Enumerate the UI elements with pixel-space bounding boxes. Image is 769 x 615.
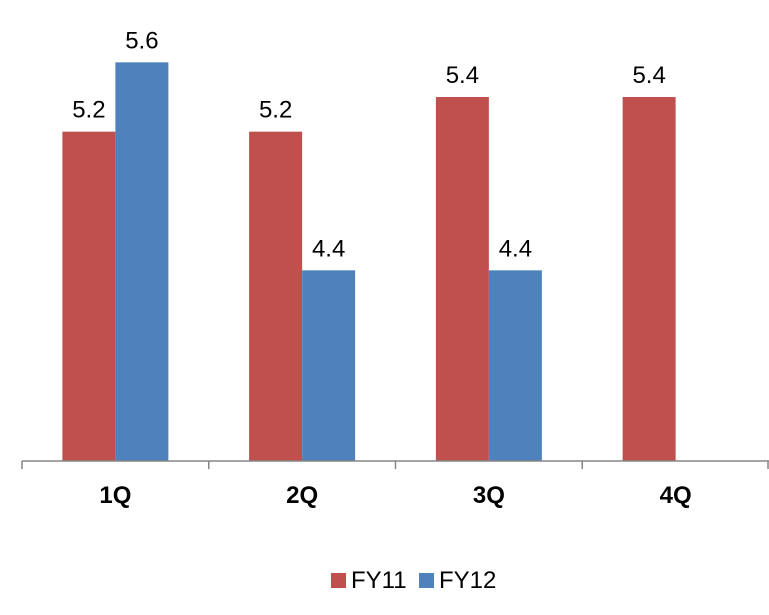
bar-fy11-1q: [62, 131, 116, 461]
bar-fy11-4q: [622, 97, 676, 461]
category-label-4q: 4Q: [660, 482, 692, 509]
data-label-fy11-3q: 5.4: [446, 62, 479, 89]
bars-group: [62, 62, 676, 461]
bar-fy12-2q: [302, 270, 356, 461]
data-label-fy12-2q: 4.4: [312, 235, 345, 262]
data-label-fy11-1q: 5.2: [72, 97, 105, 124]
legend-label-fy11: FY11: [351, 567, 407, 594]
legend-label-fy12: FY12: [439, 567, 496, 594]
legend-swatch-fy11: [331, 573, 346, 588]
legend: FY11 FY12: [331, 567, 496, 594]
category-label-2q: 2Q: [286, 482, 318, 509]
bar-fy12-1q: [115, 62, 169, 461]
bar-fy11-3q: [435, 97, 489, 461]
x-axis: [21, 460, 769, 469]
bar-fy11-2q: [249, 131, 303, 461]
data-labels-group: 5.2 5.6 5.2 4.4 5.4 4.4 5.4: [72, 27, 666, 262]
legend-swatch-fy12: [419, 573, 434, 588]
data-label-fy11-2q: 5.2: [259, 97, 292, 124]
data-label-fy12-3q: 4.4: [499, 235, 532, 262]
category-label-1q: 1Q: [99, 482, 131, 509]
data-label-fy12-1q: 5.6: [125, 27, 158, 54]
category-labels-group: 1Q 2Q 3Q 4Q: [99, 482, 691, 509]
bar-fy12-3q: [488, 270, 542, 461]
data-label-fy11-4q: 5.4: [632, 62, 665, 89]
category-label-3q: 3Q: [473, 482, 505, 509]
